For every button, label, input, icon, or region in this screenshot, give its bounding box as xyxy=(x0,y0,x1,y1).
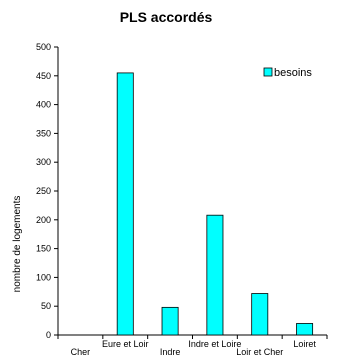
x-tick-label: Cher xyxy=(71,347,91,357)
y-tick-label: 300 xyxy=(36,157,51,167)
x-tick-label: Loiret xyxy=(293,339,316,349)
y-tick-label: 350 xyxy=(36,128,51,138)
y-tick-label: 200 xyxy=(36,215,51,225)
plot-area: 0 50 100 150 200 250 300 350 400 450 500 Cher Eure e… xyxy=(36,42,328,357)
y-tick-label: 450 xyxy=(36,71,51,81)
bar-loir-et-cher xyxy=(251,293,269,336)
bar-eure-et-loir xyxy=(116,72,134,336)
x-tick-label: Indre et Loire xyxy=(188,339,241,349)
chart-title: PLS accordés xyxy=(120,9,213,25)
y-tick-label: 250 xyxy=(36,186,51,196)
x-tick-label: Indre xyxy=(160,347,181,357)
bar-indre xyxy=(161,306,179,336)
y-tick-label: 150 xyxy=(36,244,51,254)
x-tick-label: Loir et Cher xyxy=(236,347,283,357)
bar-loiret xyxy=(296,323,314,336)
y-tick-label: 500 xyxy=(36,42,51,52)
y-tick-label: 50 xyxy=(41,301,51,311)
legend-swatch-besoins xyxy=(263,67,273,77)
y-axis-label: nombre de logements xyxy=(12,196,23,293)
bar-indre-et-loire xyxy=(206,214,224,336)
y-tick-label: 100 xyxy=(36,272,51,282)
y-tick-label: 0 xyxy=(46,330,51,340)
legend-label-besoins: besoins xyxy=(274,67,312,79)
legend: besoins xyxy=(263,67,312,79)
y-tick-label: 400 xyxy=(36,100,51,110)
x-tick-label: Eure et Loir xyxy=(102,339,149,349)
